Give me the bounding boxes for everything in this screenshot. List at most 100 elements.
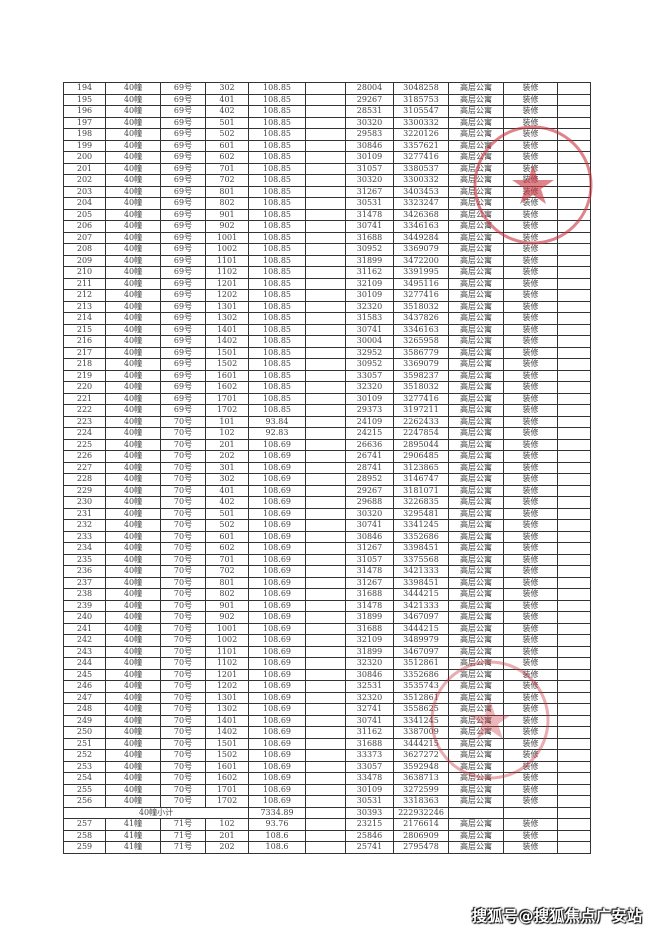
cell-row-number: 213 bbox=[63, 300, 106, 313]
cell-decoration: 装修 bbox=[503, 634, 558, 647]
cell-room: 901 bbox=[205, 599, 249, 612]
cell-total-price: 3352686 bbox=[393, 668, 449, 681]
cell-area: 108.69 bbox=[248, 783, 306, 796]
cell-total-price: 3421333 bbox=[393, 599, 449, 612]
cell-room: 402 bbox=[205, 496, 249, 509]
cell-unit: 69号 bbox=[160, 93, 206, 106]
cell-decoration: 装修 bbox=[503, 553, 558, 566]
cell-unit-price: 30741 bbox=[345, 519, 394, 532]
cell-area: 108.69 bbox=[248, 703, 306, 716]
table-row: 241 40幢 70号 1001 108.69 31688 3444215 高层公寓 装修 bbox=[63, 622, 591, 635]
cell-property-type: 高层公寓 bbox=[448, 335, 504, 348]
cell-area: 108.85 bbox=[248, 208, 306, 221]
table-row: 224 40幢 70号 102 92.83 24215 2247854 高层公寓 装修 bbox=[63, 427, 591, 440]
cell-decoration: 装修 bbox=[503, 818, 558, 831]
cell-remark bbox=[557, 553, 591, 566]
cell-decoration: 装修 bbox=[503, 772, 558, 785]
cell-unit: 70号 bbox=[160, 645, 206, 658]
cell-decoration: 装修 bbox=[503, 749, 558, 762]
cell-remark bbox=[557, 185, 591, 198]
cell-total-price: 3323247 bbox=[393, 197, 449, 210]
cell-area: 108.85 bbox=[248, 197, 306, 210]
cell-area: 108.69 bbox=[248, 795, 306, 808]
cell-blank bbox=[305, 139, 346, 152]
cell-unit: 71号 bbox=[160, 818, 206, 831]
cell-area: 108.69 bbox=[248, 542, 306, 555]
cell-building: 40幢 bbox=[105, 82, 161, 95]
cell-unit-price: 32952 bbox=[345, 346, 394, 359]
cell-unit: 69号 bbox=[160, 404, 206, 417]
cell-property-type: 高层公寓 bbox=[448, 703, 504, 716]
cell-total-price: 3295481 bbox=[393, 507, 449, 520]
cell-remark bbox=[557, 496, 591, 509]
cell-row-number: 247 bbox=[63, 691, 106, 704]
cell-property-type: 高层公寓 bbox=[448, 116, 504, 129]
blank bbox=[503, 806, 558, 819]
cell-decoration: 装修 bbox=[503, 450, 558, 463]
cell-unit-price: 30952 bbox=[345, 243, 394, 256]
cell-remark bbox=[557, 128, 591, 141]
cell-row-number: 223 bbox=[63, 415, 106, 428]
cell-property-type: 高层公寓 bbox=[448, 415, 504, 428]
cell-remark bbox=[557, 392, 591, 405]
table-row: 195 40幢 69号 401 108.85 29267 3185753 高层公寓 装修 bbox=[63, 93, 591, 106]
cell-blank bbox=[305, 93, 346, 106]
cell-total-price: 3444215 bbox=[393, 737, 449, 750]
cell-decoration: 装修 bbox=[503, 680, 558, 693]
cell-blank bbox=[305, 772, 346, 785]
cell-area: 108.69 bbox=[248, 507, 306, 520]
cell-room: 1402 bbox=[205, 335, 249, 348]
cell-unit: 70号 bbox=[160, 680, 206, 693]
cell-room: 1502 bbox=[205, 358, 249, 371]
cell-building: 40幢 bbox=[105, 93, 161, 106]
cell-unit: 69号 bbox=[160, 266, 206, 279]
cell-building: 40幢 bbox=[105, 128, 161, 141]
cell-remark bbox=[557, 415, 591, 428]
cell-remark bbox=[557, 346, 591, 359]
cell-unit-price: 31583 bbox=[345, 312, 394, 325]
cell-row-number: 248 bbox=[63, 703, 106, 716]
cell-decoration: 装修 bbox=[503, 82, 558, 95]
cell-unit-price: 31688 bbox=[345, 622, 394, 635]
cell-building: 40幢 bbox=[105, 139, 161, 152]
cell-decoration: 装修 bbox=[503, 128, 558, 141]
table-row: 217 40幢 69号 1501 108.85 32952 3586779 高层公寓 装修 bbox=[63, 346, 591, 359]
table-row: 207 40幢 69号 1001 108.85 31688 3449284 高层公寓 装修 bbox=[63, 231, 591, 244]
cell-remark bbox=[557, 335, 591, 348]
cell-decoration: 装修 bbox=[503, 691, 558, 704]
cell-property-type: 高层公寓 bbox=[448, 197, 504, 210]
cell-unit: 70号 bbox=[160, 760, 206, 773]
cell-total-price: 3586779 bbox=[393, 346, 449, 359]
cell-total-price: 3197211 bbox=[393, 404, 449, 417]
cell-row-number: 198 bbox=[63, 128, 106, 141]
cell-remark bbox=[557, 254, 591, 267]
cell-building: 40幢 bbox=[105, 266, 161, 279]
cell-unit-price: 30741 bbox=[345, 714, 394, 727]
cell-row-number: 218 bbox=[63, 358, 106, 371]
cell-property-type: 高层公寓 bbox=[448, 714, 504, 727]
cell-room: 502 bbox=[205, 519, 249, 532]
cell-total-price: 3318363 bbox=[393, 795, 449, 808]
cell-area: 93.84 bbox=[248, 415, 306, 428]
cell-unit-price: 30109 bbox=[345, 151, 394, 164]
cell-area: 108.85 bbox=[248, 266, 306, 279]
cell-blank bbox=[305, 116, 346, 129]
cell-decoration: 装修 bbox=[503, 151, 558, 164]
cell-building: 40幢 bbox=[105, 381, 161, 394]
cell-row-number: 208 bbox=[63, 243, 106, 256]
cell-area: 108.85 bbox=[248, 369, 306, 382]
cell-building: 40幢 bbox=[105, 300, 161, 313]
cell-blank bbox=[305, 277, 346, 290]
cell-area: 108.85 bbox=[248, 404, 306, 417]
cell-unit-price: 33057 bbox=[345, 369, 394, 382]
cell-row-number: 210 bbox=[63, 266, 106, 279]
cell-unit-price: 26636 bbox=[345, 438, 394, 451]
cell-property-type: 高层公寓 bbox=[448, 645, 504, 658]
cell-property-type: 高层公寓 bbox=[448, 576, 504, 589]
cell-property-type: 高层公寓 bbox=[448, 496, 504, 509]
cell-row-number: 234 bbox=[63, 542, 106, 555]
cell-total-price: 2262433 bbox=[393, 415, 449, 428]
cell-room: 101 bbox=[205, 415, 249, 428]
cell-property-type: 高层公寓 bbox=[448, 829, 504, 842]
cell-unit-price: 31899 bbox=[345, 254, 394, 267]
